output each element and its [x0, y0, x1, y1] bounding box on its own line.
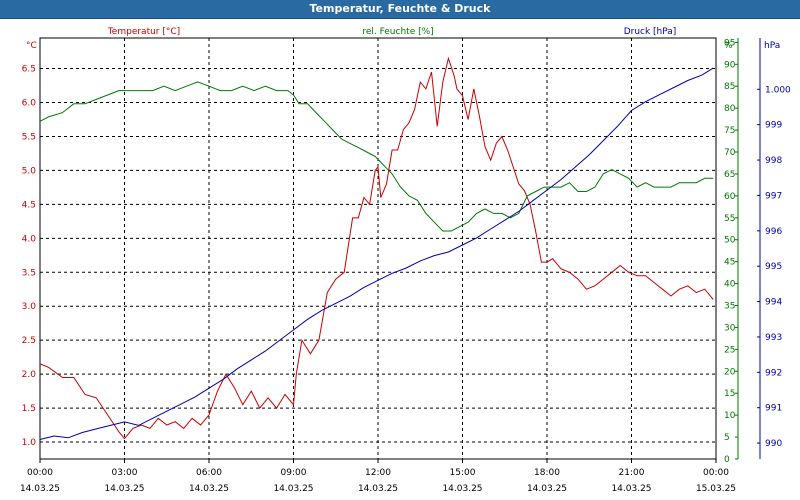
x-tick-time: 00:00: [703, 468, 729, 478]
right-tick-label: 998: [765, 156, 782, 166]
left-tick-label: 3.5: [22, 268, 36, 278]
x-tick-time: 12:00: [365, 468, 391, 478]
left-axis-unit: °C: [26, 41, 37, 51]
right-tick-label: 995: [765, 262, 782, 272]
middle-tick-label: 45: [724, 258, 735, 268]
right-tick-label: 994: [765, 298, 782, 308]
x-tick-date: 14.03.25: [442, 484, 482, 494]
middle-tick-label: 30: [724, 323, 736, 333]
x-tick-time: 15:00: [450, 468, 476, 478]
left-tick-label: 3.0: [22, 302, 37, 312]
x-tick-date: 14.03.25: [104, 484, 144, 494]
x-axis: 00:00 14.03.25 03:00 14.03.25 06:00 14.03.25 0…: [20, 459, 736, 494]
middle-tick-label: %: [724, 41, 733, 51]
series-lines: [39, 56, 714, 440]
middle-tick-label: 95: [724, 38, 735, 48]
humidity-line: [39, 81, 714, 232]
left-tick-label: 2.0: [22, 370, 37, 380]
middle-tick-label: 5: [724, 433, 730, 443]
x-tick-date: 14.03.25: [527, 484, 567, 494]
middle-tick-label: 80: [724, 104, 736, 114]
left-tick-label: 6.5: [22, 65, 36, 75]
middle-axis: 0 5 10 15 20 25 30 35 40 45 50 55 60 65 70 75 80 85 90 95%: [724, 38, 738, 465]
right-tick-label: 999: [765, 121, 782, 131]
x-tick-date: 14.03.25: [611, 484, 651, 494]
left-tick-label: 4.5: [22, 200, 36, 210]
pressure-line: [39, 67, 714, 440]
right-axis: 990 991 992 993 994 995 996 997 998 999 1.000: [757, 85, 791, 449]
right-tick-label: 1.000: [765, 85, 791, 95]
middle-tick-label: 10: [724, 411, 736, 421]
left-tick-label: 4.0: [22, 234, 37, 244]
middle-tick-label: 25: [724, 345, 735, 355]
chart: 00:00 14.03.25 03:00 14.03.25 06:00 14.03.25 0…: [20, 27, 791, 494]
left-tick-label: 2.5: [22, 336, 36, 346]
x-tick-date: 14.03.25: [20, 484, 60, 494]
middle-tick-label: 20: [724, 367, 736, 377]
x-tick-date: 14.03.25: [273, 484, 313, 494]
window-title: Temperatur, Feuchte & Druck: [309, 2, 491, 15]
middle-tick-label: 40: [724, 280, 736, 290]
x-tick-date: 14.03.25: [358, 484, 398, 494]
middle-tick-label: 65: [724, 170, 735, 180]
right-axis-unit: hPa: [764, 41, 780, 51]
middle-tick-label: 15: [724, 389, 735, 399]
x-tick-time: 03:00: [112, 468, 138, 478]
middle-tick-label: 85: [724, 82, 735, 92]
x-tick-time: 00:00: [27, 468, 53, 478]
right-tick-label: 990: [765, 439, 782, 449]
temperature-line: [39, 56, 714, 440]
legend-temperature: Temperatur [°C]: [107, 27, 180, 37]
x-tick-time: 21:00: [619, 468, 645, 478]
right-tick-label: 996: [765, 227, 782, 237]
x-tick-time: 09:00: [281, 468, 307, 478]
left-tick-label: 5.0: [22, 166, 37, 176]
x-tick-time: 06:00: [196, 468, 222, 478]
x-tick-time: 18:00: [534, 468, 560, 478]
middle-tick-label: 50: [724, 236, 736, 246]
grid: [40, 38, 716, 459]
x-tick-date: 14.03.25: [189, 484, 229, 494]
middle-tick-label: 55: [724, 214, 735, 224]
title-bar: Temperatur, Feuchte & Druck: [0, 0, 800, 19]
left-tick-label: 5.5: [22, 132, 36, 142]
left-tick-label: 1.0: [22, 438, 37, 448]
right-tick-label: 993: [765, 333, 782, 343]
legend-pressure: Druck [hPa]: [624, 27, 677, 37]
right-tick-label: 991: [765, 404, 782, 414]
middle-tick-label: 90: [724, 60, 736, 70]
middle-tick-label: 0: [724, 455, 730, 465]
middle-tick-label: 60: [724, 192, 736, 202]
legend-humidity: rel. Feuchte [%]: [362, 27, 433, 37]
middle-tick-label: 35: [724, 302, 735, 312]
left-tick-label: 6.0: [22, 99, 37, 109]
right-tick-label: 997: [765, 191, 782, 201]
left-axis: 1.0 1.5 2.0 2.5 3.0 3.5 4.0 4.5 5.0 5.5 6.0 6.5: [22, 65, 37, 448]
left-tick-label: 1.5: [22, 404, 36, 414]
x-tick-date: 15.03.25: [696, 484, 736, 494]
middle-tick-label: 70: [724, 148, 736, 158]
middle-tick-label: 75: [724, 126, 735, 136]
right-tick-label: 992: [765, 368, 782, 378]
